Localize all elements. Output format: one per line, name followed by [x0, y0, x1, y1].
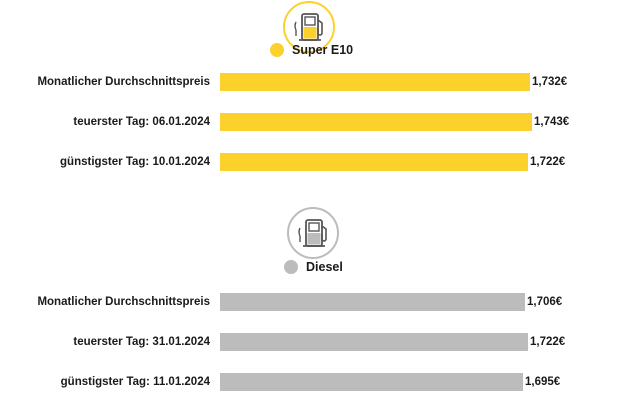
bar — [220, 333, 528, 351]
category-label: Monatlicher Durchschnittspreis — [37, 296, 210, 308]
legend-swatch — [284, 260, 298, 274]
category-label: günstigster Tag: 10.01.2024 — [60, 156, 210, 168]
bar-row: Monatlicher Durchschnittspreis 1,732€ — [0, 72, 630, 92]
legend: Diesel — [284, 260, 343, 274]
category-label: Monatlicher Durchschnittspreis — [37, 76, 210, 88]
bar-row: teuerster Tag: 31.01.2024 1,722€ — [0, 332, 630, 352]
bar-row: günstigster Tag: 11.01.2024 1,695€ — [0, 372, 630, 392]
legend-label: Super E10 — [292, 43, 354, 57]
bar — [220, 113, 532, 131]
bar-row: Monatlicher Durchschnittspreis 1,706€ — [0, 292, 630, 312]
value-label: 1,722€ — [530, 336, 566, 348]
value-label: 1,743€ — [534, 116, 570, 128]
bar — [220, 293, 525, 311]
bar — [220, 153, 528, 171]
bar-row: günstigster Tag: 10.01.2024 1,722€ — [0, 152, 630, 172]
value-label: 1,722€ — [530, 156, 566, 168]
fuel-pump-icon — [286, 206, 340, 260]
category-label: teuerster Tag: 06.01.2024 — [73, 116, 210, 128]
value-label: 1,732€ — [532, 76, 568, 88]
category-label: günstigster Tag: 11.01.2024 — [60, 376, 210, 388]
bar — [220, 73, 530, 91]
legend-label: Diesel — [306, 260, 343, 274]
fuel-pump-icon — [282, 0, 336, 54]
category-label: teuerster Tag: 31.01.2024 — [73, 336, 210, 348]
value-label: 1,695€ — [525, 376, 561, 388]
bar-row: teuerster Tag: 06.01.2024 1,743€ — [0, 112, 630, 132]
legend: Super E10 — [270, 43, 353, 57]
bar — [220, 373, 523, 391]
value-label: 1,706€ — [527, 296, 563, 308]
legend-swatch — [270, 43, 284, 57]
